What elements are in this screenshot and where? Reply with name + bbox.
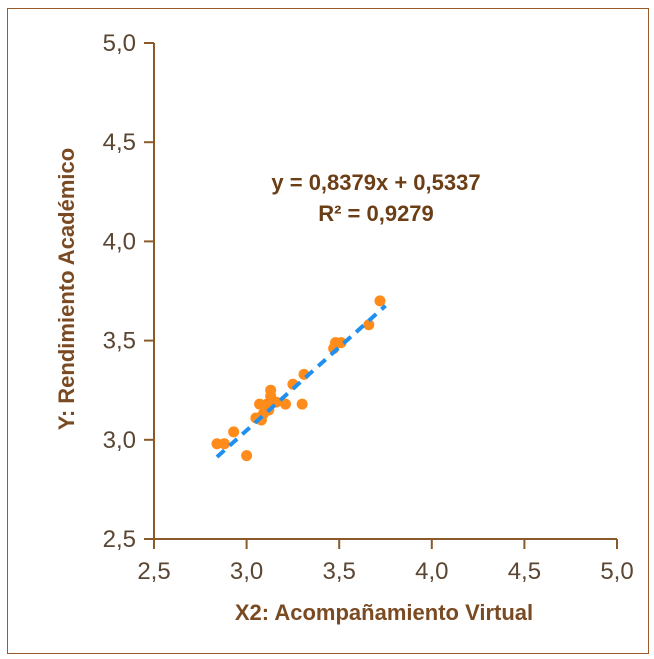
data-point [374,295,386,307]
data-point [228,426,240,438]
data-point [363,319,375,331]
data-point [279,398,291,410]
x-tick-label: 4,0 [415,558,448,585]
chart-frame [7,8,649,654]
x-tick-label: 3,5 [323,558,356,585]
x-axis-ticks: 2,5 3,0 3,5 4,0 4,5 5,0 [137,539,634,585]
y-tick-label: 4,0 [103,228,136,255]
x-tick-label: 5,0 [600,558,633,585]
data-point [241,450,253,462]
x-axis-title: X2: Acompañamiento Virtual [235,600,533,625]
x-tick-label: 4,5 [508,558,541,585]
data-point [265,384,277,396]
y-tick-label: 3,5 [103,328,136,355]
data-point [218,438,230,450]
r-squared-label: R² = 0,9279 [318,201,434,226]
y-tick-label: 3,0 [103,427,136,454]
y-axis-ticks: 2,5 3,0 3,5 4,0 4,5 5,0 [103,30,154,553]
trendline [215,304,387,459]
y-tick-label: 4,5 [103,129,136,156]
x-tick-label: 2,5 [137,558,170,585]
data-point [296,398,308,410]
y-axis-title: Y: Rendimiento Académico [54,148,79,430]
data-points [211,295,386,462]
data-point [335,337,347,349]
trendline-equation: y = 0,8379x + 0,5337 [271,170,480,195]
y-tick-label: 5,0 [103,30,136,57]
y-tick-label: 2,5 [103,526,136,553]
x-tick-label: 3,0 [230,558,263,585]
